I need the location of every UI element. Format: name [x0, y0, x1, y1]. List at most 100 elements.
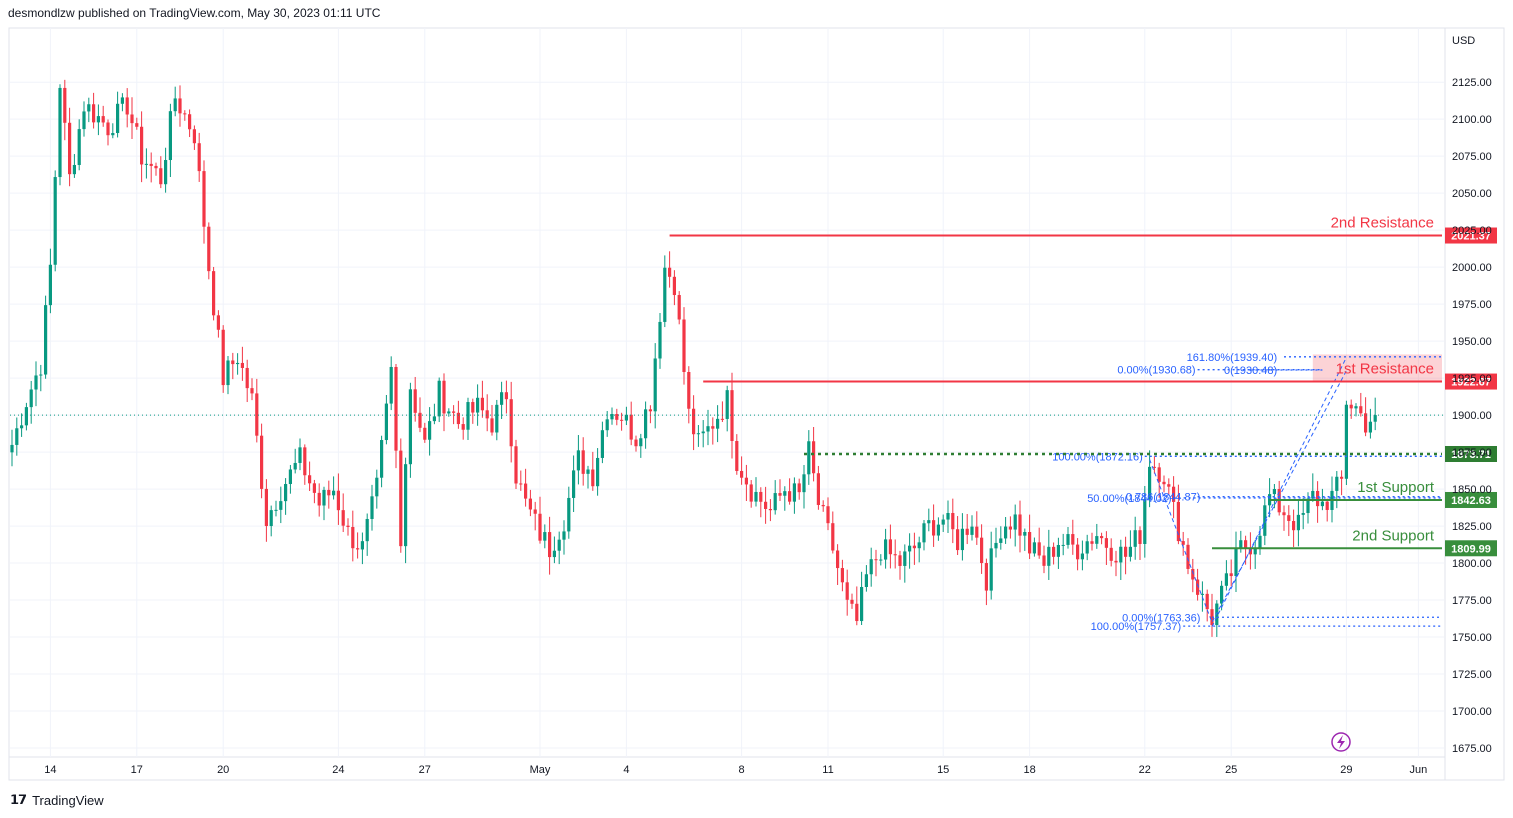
candle-body: [677, 295, 681, 320]
y-tick-label: 2050.00: [1452, 188, 1492, 200]
candle-body: [1340, 476, 1344, 479]
candle-body: [1100, 536, 1104, 539]
x-tick-label: 24: [332, 764, 344, 776]
candle-body: [552, 550, 556, 558]
candle-body: [845, 582, 849, 600]
candle-body: [279, 501, 283, 510]
candle-body: [1047, 546, 1051, 566]
candle-body: [255, 393, 259, 436]
fib-level-label: 50.00%(1844.02): [1087, 493, 1171, 505]
candle-body: [682, 319, 686, 373]
level-title: 2nd Support: [1352, 527, 1435, 544]
candle-body: [701, 431, 705, 434]
candle-body: [480, 397, 484, 411]
candle-body: [87, 104, 91, 112]
level-price-badge: [1445, 445, 1497, 462]
candle-body: [303, 447, 307, 476]
level-title: 1st Resistance: [1336, 361, 1434, 378]
candle-body: [989, 548, 993, 591]
y-tick-label: 1675.00: [1452, 743, 1492, 755]
candle-body: [548, 532, 552, 558]
candle-body: [562, 531, 566, 540]
x-tick-label: 14: [44, 764, 56, 776]
candle-body: [1176, 501, 1180, 542]
candle-body: [528, 498, 532, 510]
y-tick-label: 1850.00: [1452, 484, 1492, 496]
candle-body: [197, 143, 201, 172]
candle-body: [514, 446, 518, 484]
candle-body: [672, 276, 676, 296]
candle-body: [221, 329, 225, 386]
y-tick-label: 1925.00: [1452, 373, 1492, 385]
candle-body: [644, 409, 648, 439]
level-price-badge: [1445, 227, 1497, 244]
candle-body: [648, 409, 652, 412]
candle-body: [706, 426, 710, 432]
candle-body: [898, 555, 902, 566]
candle-body: [917, 542, 921, 549]
candle-body: [653, 358, 657, 412]
candle-body: [384, 403, 388, 441]
candle-body: [1320, 501, 1324, 507]
x-tick-label: 11: [822, 764, 833, 776]
candle-body: [500, 392, 504, 405]
candle-body: [639, 438, 643, 447]
candle-body: [1162, 481, 1166, 485]
candle-body: [816, 473, 820, 505]
candle-body: [749, 484, 753, 502]
candle-body: [53, 177, 57, 265]
candle-body: [1152, 466, 1156, 468]
candle-body: [620, 419, 624, 421]
y-tick-label: 1975.00: [1452, 299, 1492, 311]
candle-body: [965, 528, 969, 535]
candle-body: [284, 484, 288, 502]
candle-body: [533, 509, 537, 514]
x-tick-label: 27: [419, 764, 431, 776]
candle-body: [860, 586, 864, 622]
candle-body: [1292, 520, 1296, 531]
candle-body: [864, 574, 868, 587]
x-tick-label: 15: [937, 764, 949, 776]
candle-body: [154, 165, 158, 169]
candle-body: [946, 513, 950, 520]
candle-body: [874, 559, 878, 561]
candle-body: [106, 122, 110, 136]
x-tick-label: 18: [1023, 764, 1035, 776]
x-tick-label: 8: [739, 764, 745, 776]
candle-body: [850, 599, 854, 604]
candle-body: [1071, 534, 1075, 545]
candle-body: [452, 411, 456, 413]
tradingview-logo-icon: 𝟭𝟳: [10, 792, 27, 807]
level-price-label: 1809.99: [1451, 543, 1491, 555]
candle-body: [912, 545, 916, 549]
candle-body: [1095, 536, 1099, 544]
candle-body: [264, 488, 268, 527]
candle-body: [951, 513, 955, 530]
candle-body: [1052, 546, 1056, 557]
candle-body: [1296, 514, 1300, 531]
y-tick-label: 1875.00: [1452, 447, 1492, 459]
candle-body: [634, 439, 638, 447]
lightning-icon[interactable]: [1331, 732, 1351, 752]
candle-body: [288, 469, 292, 485]
fib-level-label: 161.80%(1939.40): [1187, 352, 1278, 364]
candle-body: [557, 539, 561, 551]
candle-body: [980, 537, 984, 564]
candle-body: [192, 129, 196, 144]
candle-body: [1023, 532, 1027, 536]
x-tick-label: 22: [1139, 764, 1151, 776]
candle-body: [759, 491, 763, 502]
candle-body: [1200, 593, 1204, 595]
candle-body: [754, 491, 758, 502]
candle-body: [1167, 484, 1171, 487]
candle-body: [740, 470, 744, 478]
candle-body: [332, 490, 336, 496]
candle-body: [39, 374, 43, 376]
candle-body: [1224, 573, 1228, 586]
candle-body: [1272, 489, 1276, 495]
level-price-label: 2021.37: [1451, 231, 1491, 243]
candle-body: [188, 114, 192, 130]
candle-body: [1066, 534, 1070, 545]
y-tick-label: 1750.00: [1452, 632, 1492, 644]
